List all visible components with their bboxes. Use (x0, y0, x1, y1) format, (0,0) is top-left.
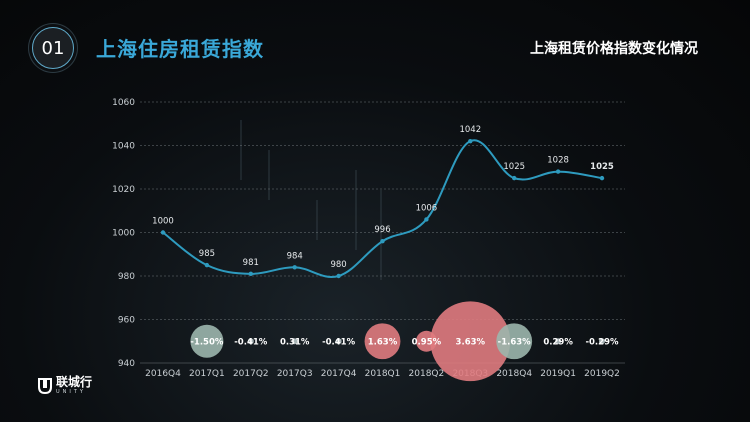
data-point (204, 262, 210, 268)
y-tick-label: 980 (118, 272, 135, 282)
change-label: 3.63% (456, 337, 486, 347)
change-bubble (291, 338, 298, 345)
background-streak (240, 120, 242, 180)
y-tick-label: 1040 (112, 142, 135, 152)
x-tick-label: 2017Q4 (321, 369, 357, 379)
logo-text-en: UNITY (56, 389, 86, 395)
data-point (468, 138, 473, 144)
change-bubble (247, 338, 254, 345)
data-label: 1006 (416, 203, 438, 213)
page-title: 上海住房租赁指数 (96, 37, 264, 61)
background-streak (268, 150, 270, 200)
company-logo: 联城行 UNITY (38, 376, 92, 395)
data-label: 984 (287, 251, 303, 261)
x-tick-label: 2017Q1 (189, 369, 225, 379)
section-number-badge: 01 (32, 27, 74, 69)
data-point (512, 175, 517, 181)
data-point (555, 169, 561, 174)
change-label: -0.41% (234, 337, 267, 347)
change-bubble (364, 323, 401, 360)
data-point (160, 230, 166, 235)
x-tick-label: 2018Q4 (496, 369, 532, 379)
data-point (292, 265, 297, 270)
data-point (248, 271, 253, 277)
index-series-line (162, 139, 603, 278)
y-tick-label: 940 (118, 359, 135, 369)
x-tick-label: 2019Q1 (540, 369, 576, 379)
change-label: -1.63% (498, 337, 531, 347)
x-tick-label: 2018Q2 (409, 369, 445, 379)
y-tick-label: 1000 (112, 229, 135, 239)
data-label: 985 (199, 249, 215, 259)
logo-text-cn: 联城行 (56, 375, 93, 389)
data-label: 980 (330, 260, 346, 270)
data-point (424, 217, 429, 222)
change-bubble (555, 338, 562, 345)
background-streak (355, 170, 357, 250)
change-label: 0.29% (543, 337, 573, 347)
section-number: 01 (41, 37, 65, 59)
data-point (380, 239, 385, 244)
chart-subtitle: 上海租赁价格指数变化情况 (530, 41, 698, 57)
x-tick-label: 2019Q2 (584, 369, 620, 379)
change-bubble (190, 324, 224, 358)
data-label: 981 (243, 258, 259, 268)
change-label: 0.31% (280, 337, 310, 347)
change-label: -0.29% (585, 337, 618, 347)
change-label: -1.50% (190, 337, 223, 347)
data-point (336, 273, 341, 279)
background-streak (316, 200, 318, 240)
change-bubble (430, 301, 511, 382)
data-label: 1025 (503, 162, 525, 172)
change-bubble (599, 338, 605, 345)
change-label: 0.95% (412, 337, 442, 347)
change-label: -0.41% (322, 337, 355, 347)
background-streak (380, 190, 382, 280)
y-tick-label: 1060 (112, 98, 135, 108)
y-tick-label: 960 (118, 316, 135, 326)
data-label: 1028 (547, 156, 569, 166)
data-point (599, 175, 605, 181)
change-bubble (335, 338, 342, 345)
data-label: 1042 (459, 125, 481, 135)
x-tick-label: 2017Q3 (277, 369, 313, 379)
data-label: 1000 (152, 217, 174, 227)
x-tick-label: 2016Q4 (145, 369, 181, 379)
x-tick-label: 2017Q2 (233, 369, 269, 379)
y-tick-label: 1020 (112, 185, 135, 195)
data-label: 1025 (590, 162, 614, 172)
change-label: 1.63% (368, 337, 398, 347)
change-bubble (496, 323, 533, 360)
data-label: 996 (374, 225, 390, 235)
logo-shield-icon (38, 377, 52, 394)
x-tick-label: 2018Q1 (365, 369, 401, 379)
